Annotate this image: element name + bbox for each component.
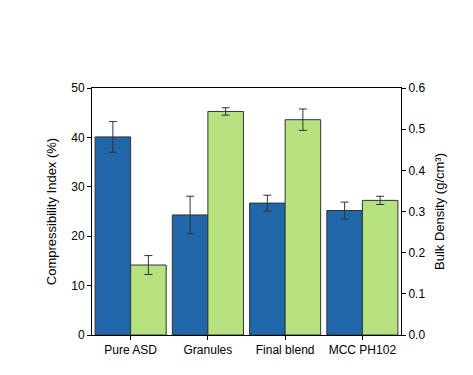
svg-text:Pure ASD: Pure ASD [104, 343, 157, 357]
svg-text:Final blend: Final blend [256, 343, 315, 357]
svg-text:0.2: 0.2 [408, 246, 425, 260]
svg-text:0.5: 0.5 [408, 122, 425, 136]
svg-text:0.4: 0.4 [408, 164, 425, 178]
svg-text:Compressibility Index (%): Compressibility Index (%) [44, 138, 59, 285]
svg-text:0.6: 0.6 [408, 81, 425, 95]
svg-text:20: 20 [71, 229, 85, 243]
svg-text:0: 0 [78, 328, 85, 342]
svg-text:30: 30 [71, 180, 85, 194]
svg-text:MCC PH102: MCC PH102 [329, 343, 397, 357]
svg-text:40: 40 [71, 131, 85, 145]
svg-text:Bulk Density (g/cm³): Bulk Density (g/cm³) [432, 153, 447, 270]
svg-text:0.1: 0.1 [408, 287, 425, 301]
svg-text:0.3: 0.3 [408, 205, 425, 219]
svg-text:0.0: 0.0 [408, 328, 425, 342]
svg-text:50: 50 [71, 81, 85, 95]
svg-text:10: 10 [71, 279, 85, 293]
svg-text:Granules: Granules [184, 343, 233, 357]
